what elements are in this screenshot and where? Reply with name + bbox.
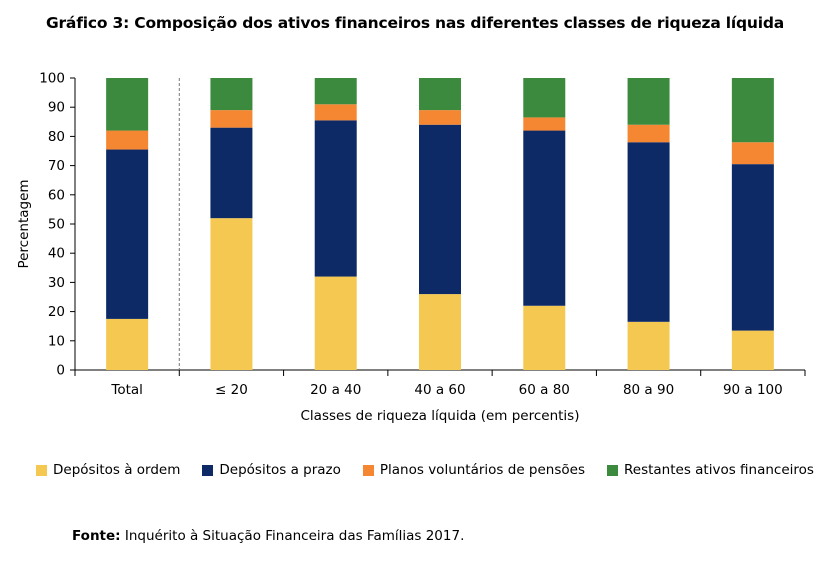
bar-segment xyxy=(523,305,566,370)
chart-title: Gráfico 3: Composição dos ativos finance… xyxy=(45,14,785,32)
legend-label: Depósitos a prazo xyxy=(219,462,341,478)
bar-segment xyxy=(210,110,253,128)
bar-segment xyxy=(210,218,253,370)
x-tick-label: 90 a 100 xyxy=(723,382,783,398)
y-tick-label: 70 xyxy=(48,158,65,174)
bar-segment xyxy=(627,321,670,370)
bar-segment xyxy=(731,78,774,143)
bar-segment xyxy=(314,120,357,277)
x-tick-label: 60 a 80 xyxy=(519,382,570,398)
legend-item-depositos-ordem: Depósitos à ordem xyxy=(36,462,180,478)
bar-segment xyxy=(314,276,357,370)
y-tick-label: 30 xyxy=(48,275,65,291)
legend-item-depositos-prazo: Depósitos a prazo xyxy=(202,462,341,478)
y-tick-label: 100 xyxy=(39,71,65,87)
bar-segment xyxy=(627,78,670,125)
legend-label: Planos voluntários de pensões xyxy=(379,462,585,478)
bar-segment xyxy=(731,164,774,331)
bar-segment xyxy=(419,110,461,125)
legend-swatch xyxy=(36,464,48,476)
bar-segment xyxy=(314,78,357,105)
chart-plot: 0 10 20 30 40 50 60 70 80 90 100 Percentagem Total ≤ … xyxy=(16,71,806,424)
bar-segment xyxy=(106,130,149,150)
legend-swatch xyxy=(362,464,374,476)
x-tick-label: Total xyxy=(110,382,143,398)
y-tick-label: 40 xyxy=(48,246,65,262)
x-tick-label: 80 a 90 xyxy=(623,382,674,398)
bar-segment xyxy=(210,78,253,111)
legend-swatch xyxy=(202,464,214,476)
bar-segment xyxy=(314,104,357,121)
bar-segment xyxy=(627,142,670,322)
source-note: Fonte: Inquérito à Situação Financeira d… xyxy=(72,528,464,544)
y-tick-label: 80 xyxy=(48,129,65,145)
legend-item-restantes-ativos: Restantes ativos financeiros xyxy=(607,462,814,478)
x-tick-label: 40 a 60 xyxy=(414,382,465,398)
x-axis-label: Classes de riqueza líquida (em percentis… xyxy=(301,408,580,424)
bar-segment xyxy=(106,318,149,370)
bar-segment xyxy=(627,124,670,143)
bar-segment xyxy=(419,124,461,295)
bar-segment xyxy=(731,142,774,165)
legend-label: Depósitos à ordem xyxy=(53,462,181,478)
y-axis-label: Percentagem xyxy=(16,179,32,268)
y-tick-label: 90 xyxy=(48,100,65,116)
legend-item-planos-pensoes: Planos voluntários de pensões xyxy=(362,462,585,478)
bar-segment xyxy=(210,127,253,219)
x-tick-label: 20 a 40 xyxy=(310,382,361,398)
bar-segment xyxy=(106,78,149,131)
bar-segment xyxy=(106,149,149,319)
bar-segment xyxy=(419,78,461,111)
y-tick-label: 50 xyxy=(48,217,65,233)
y-tick-label: 20 xyxy=(48,304,65,320)
x-tick-label: ≤ 20 xyxy=(215,382,248,398)
bar-segment xyxy=(523,130,566,306)
legend-label: Restantes ativos financeiros xyxy=(624,462,814,478)
chart-legend: Depósitos à ordem Depósitos a prazo Plan… xyxy=(30,462,820,478)
bar-segment xyxy=(523,117,566,131)
source-label: Fonte: xyxy=(72,528,121,544)
y-tick-label: 60 xyxy=(48,187,65,203)
legend-swatch xyxy=(607,464,618,476)
bar-segment xyxy=(523,78,566,118)
bar-segment xyxy=(419,294,461,370)
y-tick-label: 10 xyxy=(48,333,65,349)
source-text: Inquérito à Situação Financeira das Famí… xyxy=(124,528,465,544)
y-tick-label: 0 xyxy=(56,363,65,379)
bar-segment xyxy=(731,330,774,370)
